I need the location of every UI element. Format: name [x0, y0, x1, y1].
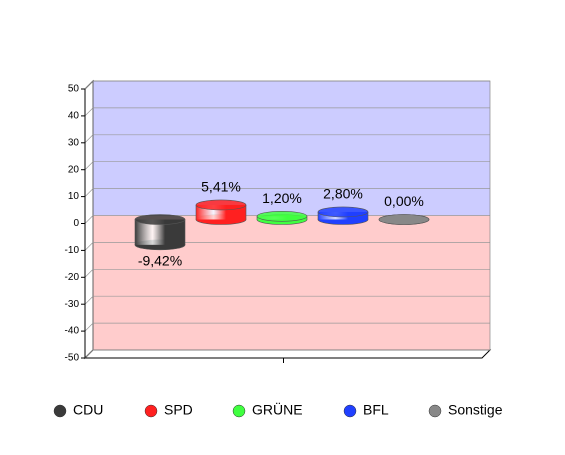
- grid-line-depth: [84, 322, 94, 332]
- legend-swatch: [53, 404, 67, 418]
- value-label: 5,41%: [201, 179, 241, 195]
- legend-swatch: [343, 404, 357, 418]
- bar: [134, 214, 186, 251]
- y-tick-label: -30: [65, 299, 80, 310]
- grid-line-depth: [84, 80, 94, 90]
- y-tick-label: 10: [68, 191, 80, 202]
- grid-line-depth: [84, 295, 94, 305]
- legend-label: GRÜNE: [252, 401, 303, 418]
- grid-line-depth: [84, 161, 94, 170]
- legend-label: CDU: [73, 402, 103, 418]
- value-label: 1,20%: [262, 190, 302, 206]
- y-tick-label: -10: [65, 245, 80, 256]
- back-wall-upper: [93, 81, 490, 216]
- grid-line-depth: [84, 269, 94, 278]
- bar-top: [134, 214, 186, 225]
- y-tick-label: 0: [73, 218, 79, 229]
- legend-label: Sonstige: [448, 402, 503, 418]
- grid-line-depth: [84, 215, 94, 224]
- bar-top: [378, 214, 430, 225]
- grid-line-depth: [84, 242, 94, 251]
- y-tick-label: 30: [68, 137, 80, 148]
- y-tick-label: 20: [68, 164, 80, 175]
- grid-line-depth: [84, 134, 94, 144]
- y-tick-label: 40: [68, 111, 80, 122]
- grid-line-depth: [84, 188, 94, 197]
- y-tick-label: -20: [65, 272, 80, 283]
- legend-swatch: [232, 404, 246, 418]
- legend-label: BFL: [363, 402, 389, 418]
- floor: [83, 349, 492, 359]
- bar: [195, 199, 247, 225]
- value-label: 2,80%: [323, 186, 363, 202]
- legend-swatch: [428, 404, 442, 418]
- value-label: -9,42%: [138, 253, 182, 269]
- bar: [378, 214, 430, 225]
- legend-label: SPD: [164, 402, 193, 418]
- bar: [256, 210, 308, 225]
- y-tick-label: 50: [68, 84, 80, 95]
- value-label: 0,00%: [384, 193, 424, 209]
- y-tick-label: -40: [65, 326, 80, 337]
- legend-swatch: [144, 404, 158, 418]
- grid-line-depth: [84, 107, 94, 117]
- back-wall-border: [92, 80, 491, 351]
- bar: [317, 206, 369, 225]
- bar-top: [195, 199, 247, 211]
- grid-line-depth: [84, 349, 94, 359]
- bar-top: [256, 210, 308, 222]
- y-tick-label: -50: [65, 353, 80, 364]
- bar-top: [317, 206, 369, 218]
